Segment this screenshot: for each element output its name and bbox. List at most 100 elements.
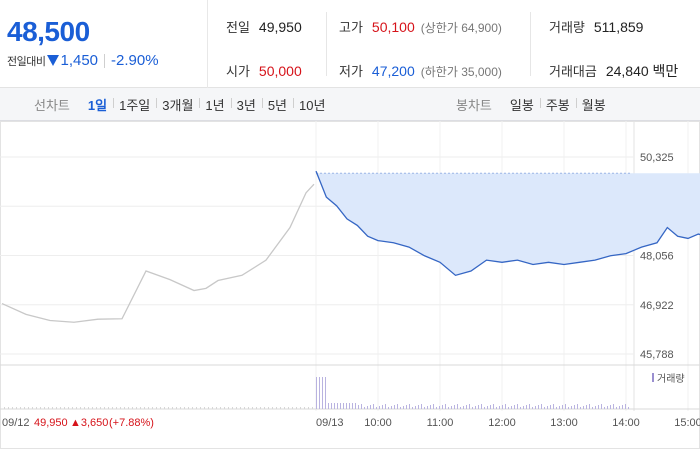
- volume-bar: [598, 405, 599, 409]
- tab-5y[interactable]: 5년: [261, 95, 293, 114]
- volume-bar: [24, 407, 25, 409]
- volume-bar: [140, 407, 141, 409]
- volume-bar: [499, 406, 500, 409]
- stat-label: 거래량: [549, 20, 585, 35]
- volume-bar: [475, 406, 476, 409]
- volume-bar: [32, 407, 33, 409]
- x-tick-label: 11:00: [427, 417, 454, 429]
- volume-bar: [481, 404, 482, 409]
- price-chart: 50,32549,19148,05646,92245,788거래량09/1209…: [0, 121, 700, 450]
- y-tick-label: 46,922: [640, 300, 674, 312]
- volume-bar: [80, 407, 81, 409]
- volume-bar: [136, 407, 137, 409]
- stat-value: 511,859: [593, 19, 644, 35]
- volume-bar: [514, 405, 515, 409]
- x-tick-label: 09/12: [2, 417, 30, 429]
- volume-bar: [547, 406, 548, 409]
- volume-bar: [331, 403, 332, 409]
- tab-monthly[interactable]: 월봉: [575, 95, 612, 114]
- volume-legend-swatch: [652, 373, 654, 382]
- volume-bar: [442, 405, 443, 409]
- volume-bar: [20, 407, 21, 409]
- volume-bar: [508, 407, 509, 409]
- volume-bar: [68, 407, 69, 409]
- x-tick-label: 09/13: [316, 417, 344, 429]
- volume-bar: [472, 407, 473, 409]
- volume-bar: [628, 407, 629, 409]
- volume-bar: [152, 407, 153, 409]
- volume-bar: [619, 406, 620, 409]
- change-amount: 1,450: [60, 52, 99, 69]
- current-price: 48,500: [7, 16, 90, 47]
- volume-bar: [421, 404, 422, 409]
- tab-1w[interactable]: 1주일: [113, 95, 156, 114]
- volume-bar: [496, 407, 497, 409]
- divider: [326, 12, 327, 76]
- below-prev-close-fill: [316, 173, 700, 276]
- volume-bar: [355, 403, 356, 409]
- volume-bar: [319, 377, 320, 409]
- volume-bar: [64, 407, 65, 409]
- volume-bar: [340, 403, 341, 409]
- volume-bar: [391, 406, 392, 409]
- volume-bar: [28, 407, 29, 409]
- volume-bar: [60, 407, 61, 409]
- volume-bar: [613, 404, 614, 409]
- volume-bar: [394, 405, 395, 409]
- volume-bar: [616, 407, 617, 409]
- prev-day-change: ▲3,650: [70, 417, 108, 429]
- volume-bar: [352, 403, 353, 409]
- volume-bar: [532, 407, 533, 409]
- chart-tab-bar: 선차트 1일 1주일 3개월 1년 3년 5년 10년 봉차트 일봉 주봉 월봉: [0, 88, 700, 121]
- volume-bar: [337, 403, 338, 409]
- stat-value: 49,950: [258, 19, 302, 35]
- volume-bar: [529, 404, 530, 409]
- volume-legend-label: 거래량: [657, 373, 685, 385]
- tab-1d[interactable]: 1일: [87, 98, 108, 113]
- tab-weekly[interactable]: 주봉: [539, 95, 576, 114]
- volume-bar: [379, 406, 380, 409]
- volume-bar: [397, 404, 398, 409]
- tab-10y[interactable]: 10년: [293, 95, 331, 114]
- volume-bar: [132, 407, 133, 409]
- volume-bar: [367, 406, 368, 409]
- volume-bar: [280, 407, 281, 409]
- volume-bar: [430, 405, 431, 409]
- price-box: 48,500 전일대비 1,450 -2.90%: [0, 0, 208, 88]
- line-chart-tabs: 선차트 1일 1주일 3개월 1년 3년 5년 10년: [34, 88, 331, 121]
- volume-bar: [292, 407, 293, 409]
- volume-bar: [325, 377, 326, 409]
- volume-bar: [52, 407, 53, 409]
- volume-bar: [12, 407, 13, 409]
- volume-bar: [622, 405, 623, 409]
- volume-bar: [604, 407, 605, 409]
- x-tick-label: 13:00: [550, 417, 578, 429]
- volume-bar: [493, 404, 494, 409]
- volume-bar: [502, 405, 503, 409]
- volume-bar: [568, 407, 569, 409]
- tab-3m[interactable]: 3개월: [156, 95, 199, 114]
- volume-bar: [370, 405, 371, 409]
- stat-value: 50,000: [258, 63, 302, 79]
- stat-value: 47,200: [371, 63, 415, 79]
- volume-bar: [586, 405, 587, 409]
- x-tick-label: 12:00: [488, 417, 516, 429]
- volume-bar: [224, 407, 225, 409]
- volume-bar: [433, 404, 434, 409]
- volume-bar: [523, 406, 524, 409]
- volume-bar: [415, 406, 416, 409]
- volume-bar: [538, 405, 539, 409]
- stat-prev-close: 전일 49,950: [226, 17, 302, 36]
- tab-1y[interactable]: 1년: [199, 95, 230, 114]
- stat-note: (하한가 35,000): [420, 65, 502, 79]
- volume-bar: [544, 407, 545, 409]
- volume-bar: [104, 407, 105, 409]
- tab-3y[interactable]: 3년: [230, 95, 262, 114]
- y-tick-label: 45,788: [640, 349, 674, 361]
- volume-bar: [412, 407, 413, 409]
- volume-bar: [577, 404, 578, 409]
- volume-bar: [334, 403, 335, 409]
- volume-bar: [349, 403, 350, 409]
- tab-daily[interactable]: 일봉: [509, 98, 534, 113]
- volume-bar: [625, 404, 626, 409]
